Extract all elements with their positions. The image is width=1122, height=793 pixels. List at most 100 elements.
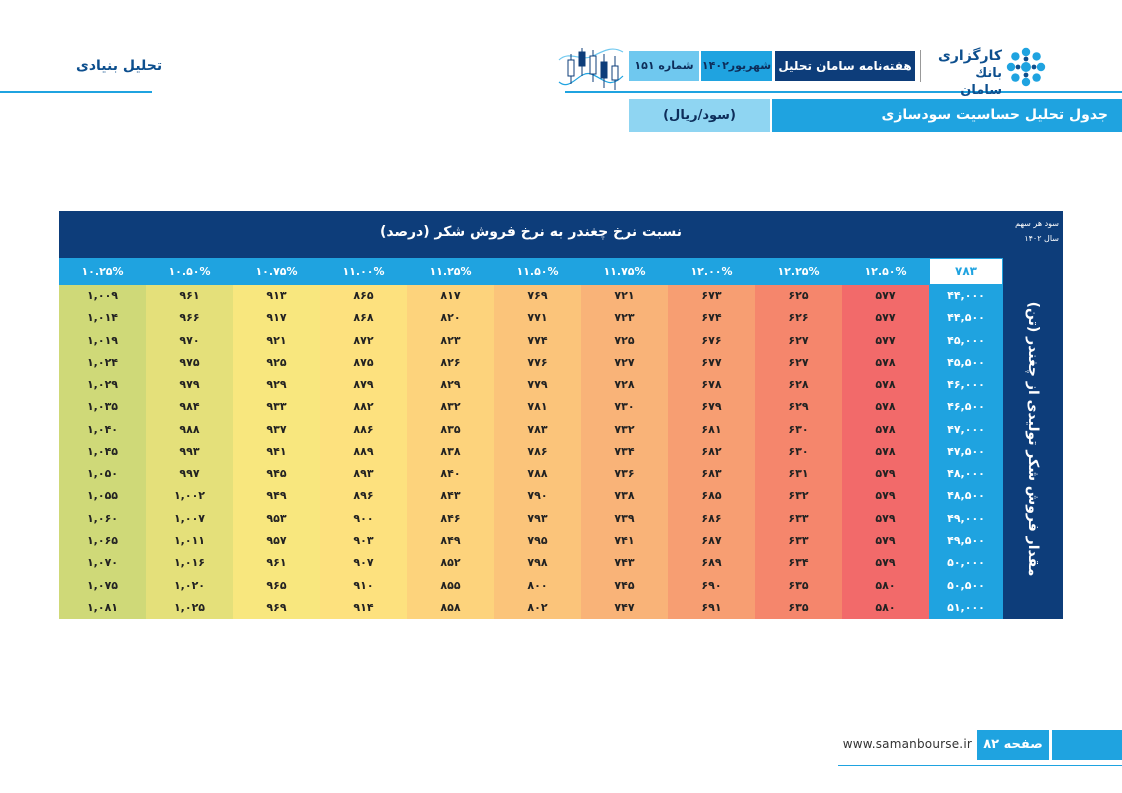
table-cell: ۷۷۶ [527,355,548,369]
table-cell: ۷۹۳ [527,511,548,525]
table-cell: ۷۴۱ [614,533,635,547]
table-cell: ۸۸۲ [353,400,374,414]
column-header: ۱۰.۷۵% [255,265,298,278]
brand-line-2: بانك سامان [960,66,1002,98]
table-cell: ۷۷۹ [527,378,548,392]
row-header: ۴۷,۵۰۰ [947,444,985,458]
table-cell: ۷۴۷ [614,600,635,614]
table-cell: ۱,۰۵۰ [86,467,119,481]
table-header-title: نسبت نرخ چغندر به نرخ فروش شکر (درصد) [379,224,683,240]
row-header-column: ۴۴,۰۰۰ ۴۴,۵۰۰ ۴۵,۰۰۰ ۴۵,۵۰۰ ۴۶,۰۰۰ ۴۶,۵۰۰ ۴۷,۰… [929,285,1003,619]
table-cell: ۱,۰۶۰ [86,511,119,525]
column-header: ۱۰.۵۰% [168,265,211,278]
table-cell: ۷۷۱ [527,311,548,325]
table-cell: ۸۱۷ [440,289,461,302]
table-cell: ۸۴۹ [440,533,461,547]
column-background [842,285,929,619]
table-cell: ۹۴۵ [266,467,287,481]
table-cell: ۷۲۵ [614,333,635,347]
table-cell: ۵۷۹ [875,467,896,481]
table-cell: ۷۸۳ [527,422,548,436]
table-cell: ۹۵۳ [266,511,287,525]
table-cell: ۵۷۷ [875,311,896,325]
footer-divider [838,765,1122,766]
table-cell: ۶۷۹ [701,400,722,414]
table-cell: ۷۶۹ [527,289,548,302]
table-cell: ۷۳۴ [614,444,635,458]
table-cell: ۹۱۴ [353,600,374,614]
table-cell: ۶۲۷ [788,355,809,369]
section-title-underline [0,91,152,93]
table-cell: ۹۹۷ [179,467,200,481]
table-cell: ۱,۰۷۵ [86,578,119,592]
column-background [755,285,842,619]
column-background [668,285,755,619]
weekly-label: هفته‌نامه سامان تحلیل [775,51,915,81]
table-cell: ۸۸۹ [353,444,374,458]
table-cell: ۸۷۲ [353,333,374,347]
table-cell: ۶۷۷ [701,355,722,369]
table-cell: ۷۲۷ [614,355,635,369]
corner-year-label: سال ۱۴۰۲ [1024,234,1059,243]
table-cell: ۱,۰۰۹ [86,289,119,302]
table-cell: ۵۷۸ [875,355,896,369]
column-header: ۱۰.۲۵% [81,265,124,278]
column-header: ۱۱.۵۰% [516,265,559,278]
table-cell: ۱,۰۴۰ [86,422,119,436]
table-cell: ۸۲۶ [440,355,461,369]
table-cell: ۶۳۴ [788,556,809,570]
table-body: ۵۷۷ ۶۲۵ ۶۷۳ ۷۲۱ ۷۶۹ ۸۱۷ ۸۶۵ ۹۱۳ ۹۶۱ ۱,۰۰۹ ۵۷۷ ۶۲۶ ۶۷… [59,285,929,619]
column-header: ۱۱.۰۰% [342,265,385,278]
table-cell: ۵۷۸ [875,422,896,436]
table-cell: ۶۸۱ [701,422,722,436]
table-cell: ۸۹۶ [353,489,374,503]
row-header: ۴۸,۰۰۰ [947,467,985,481]
table-cell: ۵۷۷ [875,289,896,302]
column-background [407,285,494,619]
table-cell: ۱,۰۲۴ [86,355,119,369]
table-cell: ۵۷۸ [875,444,896,458]
table-cell: ۶۷۶ [701,333,722,347]
website-url[interactable]: www.samanbourse.ir [842,737,972,751]
table-cell: ۸۶۵ [353,289,374,302]
table-cell: ۵۷۸ [875,400,896,414]
table-cell: ۷۳۸ [614,489,635,503]
table-cell: ۶۹۰ [701,578,722,592]
table-cell: ۶۳۵ [788,600,809,614]
unit-label: (سود/ریال) [629,99,770,132]
table-cell: ۹۶۱ [266,556,287,570]
brand-separator [920,50,921,82]
table-cell: ۹۸۴ [179,400,200,414]
table-cell: ۶۸۷ [701,533,722,547]
table-cell: ۱,۰۳۵ [86,400,119,414]
table-cell: ۶۹۱ [701,600,722,614]
table-cell: ۷۸۸ [527,467,548,481]
table-cell: ۹۲۵ [266,355,287,369]
brand-line-1: کارگزاری [938,48,1002,64]
table-cell: ۷۳۰ [614,400,635,414]
table-cell: ۷۴۳ [614,556,635,570]
table-cell: ۶۳۱ [788,467,809,481]
table-cell: ۷۲۸ [614,378,635,392]
row-header: ۴۵,۰۰۰ [947,333,985,347]
table-cell: ۹۶۶ [179,311,200,325]
row-header: ۵۰,۰۰۰ [947,556,985,570]
table-cell: ۹۷۹ [179,378,200,392]
table-cell: ۹۰۷ [353,556,374,570]
table-header: نسبت نرخ چغندر به نرخ فروش شکر (درصد) [59,211,1003,258]
row-header: ۴۴,۵۰۰ [947,311,985,325]
table-cell: ۸۷۹ [353,378,374,392]
table-cell: ۶۳۰ [788,444,809,458]
table-cell: ۶۷۴ [701,311,722,325]
table-cell: ۷۲۳ [614,311,635,325]
table-cell: ۹۱۷ [266,311,287,325]
row-header: ۴۵,۵۰۰ [947,355,985,369]
table-cell: ۷۳۲ [614,422,635,436]
column-header-row: ۱۲.۵۰% ۱۲.۲۵% ۱۲.۰۰% ۱۱.۷۵% ۱۱.۵۰% ۱۱.۲۵% ۱۱.۰… [59,258,929,285]
table-cell: ۸۲۰ [440,311,461,325]
table-cell: ۸۴۰ [440,467,461,481]
month-label: شهریور۱۴۰۲ [701,51,772,81]
row-axis-label-band: مقدار فروش شکر تولیدی از چغندر (تن) [1003,258,1063,619]
table-cell: ۶۳۵ [788,578,809,592]
section-title: تحلیل بنیادی [76,58,163,74]
